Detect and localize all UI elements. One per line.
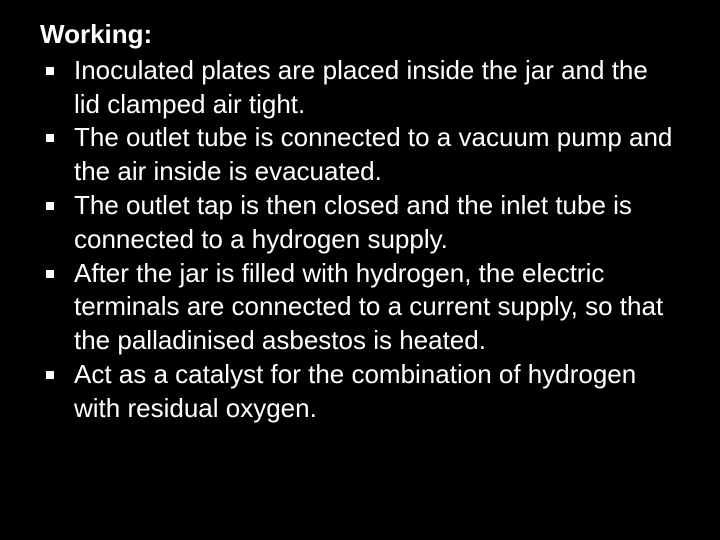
list-item-text: Act as a catalyst for the combination of… — [74, 359, 636, 423]
list-item-text: The outlet tube is connected to a vacuum… — [74, 122, 672, 186]
slide: Working: Inoculated plates are placed in… — [0, 0, 720, 540]
slide-heading: Working: — [40, 18, 680, 52]
list-item: After the jar is filled with hydrogen, t… — [40, 257, 680, 358]
square-bullet-icon — [46, 202, 54, 210]
list-item: The outlet tube is connected to a vacuum… — [40, 121, 680, 189]
list-item-text: After the jar is filled with hydrogen, t… — [74, 258, 663, 356]
list-item: Inoculated plates are placed inside the … — [40, 54, 680, 122]
square-bullet-icon — [46, 270, 54, 278]
list-item: Act as a catalyst for the combination of… — [40, 358, 680, 426]
bullet-list: Inoculated plates are placed inside the … — [40, 54, 680, 426]
square-bullet-icon — [46, 371, 54, 379]
list-item-text: The outlet tap is then closed and the in… — [74, 190, 632, 254]
square-bullet-icon — [46, 134, 54, 142]
list-item: The outlet tap is then closed and the in… — [40, 189, 680, 257]
list-item-text: Inoculated plates are placed inside the … — [74, 55, 648, 119]
square-bullet-icon — [46, 67, 54, 75]
